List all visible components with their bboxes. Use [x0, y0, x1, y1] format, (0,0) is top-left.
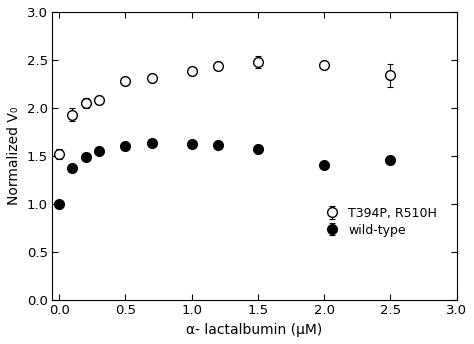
X-axis label: α- lactalbumin (μM): α- lactalbumin (μM) — [186, 323, 323, 337]
Y-axis label: Normalized V₀: Normalized V₀ — [7, 107, 21, 205]
Legend: T394P, R510H, wild-type: T394P, R510H, wild-type — [315, 202, 442, 241]
